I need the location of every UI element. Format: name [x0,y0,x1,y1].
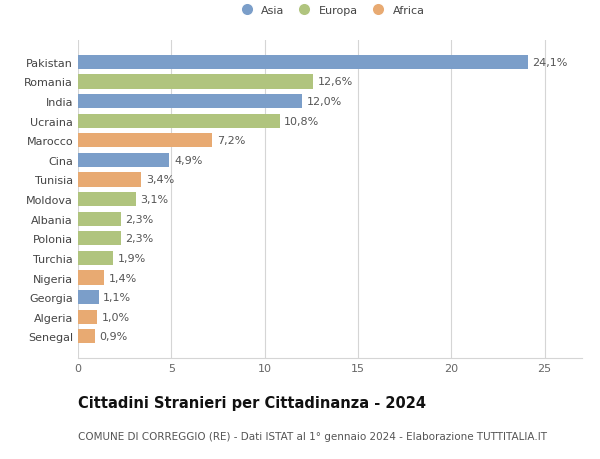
Text: 2,3%: 2,3% [125,234,154,244]
Text: 3,4%: 3,4% [146,175,175,185]
Text: 1,9%: 1,9% [118,253,146,263]
Bar [78,212,121,226]
Text: 3,1%: 3,1% [140,195,169,205]
Bar [78,252,113,265]
Bar [78,193,136,207]
Text: 10,8%: 10,8% [284,117,320,126]
Bar [78,232,121,246]
Text: 24,1%: 24,1% [533,58,568,68]
Text: 1,1%: 1,1% [103,292,131,302]
Text: 1,0%: 1,0% [101,312,130,322]
Text: 12,0%: 12,0% [307,97,342,107]
Bar [78,114,280,129]
Bar [78,75,313,90]
Bar [78,291,98,304]
Bar [78,310,97,324]
Text: 4,9%: 4,9% [174,156,203,166]
Text: 1,4%: 1,4% [109,273,137,283]
Legend: Asia, Europa, Africa: Asia, Europa, Africa [236,6,424,16]
Bar [78,134,212,148]
Bar [78,330,95,344]
Bar [78,95,302,109]
Text: COMUNE DI CORREGGIO (RE) - Dati ISTAT al 1° gennaio 2024 - Elaborazione TUTTITAL: COMUNE DI CORREGGIO (RE) - Dati ISTAT al… [78,431,547,442]
Bar [78,173,142,187]
Bar [78,153,169,168]
Bar [78,271,104,285]
Text: 12,6%: 12,6% [318,77,353,87]
Text: 7,2%: 7,2% [217,136,245,146]
Text: Cittadini Stranieri per Cittadinanza - 2024: Cittadini Stranieri per Cittadinanza - 2… [78,395,426,410]
Text: 2,3%: 2,3% [125,214,154,224]
Text: 0,9%: 0,9% [100,331,128,341]
Bar [78,56,528,70]
